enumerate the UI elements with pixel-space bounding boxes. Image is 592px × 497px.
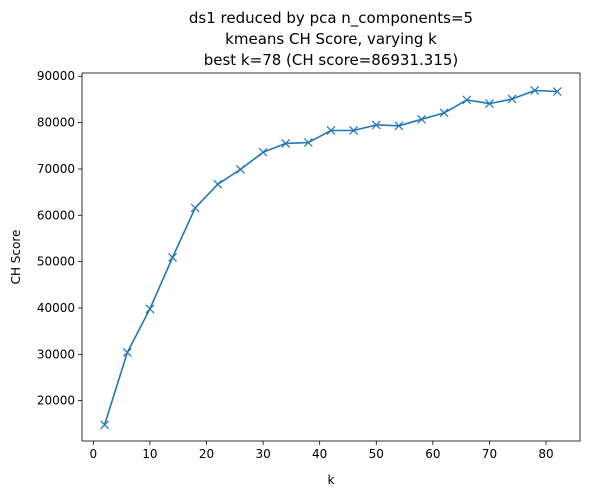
- data-point-marker: [281, 139, 291, 148]
- y-tick-label: 30000: [37, 347, 75, 361]
- x-tick-label: 40: [312, 447, 327, 461]
- x-tick-label: 20: [199, 447, 214, 461]
- data-point-marker: [439, 108, 449, 118]
- data-point-marker: [552, 87, 562, 96]
- x-tick-label: 50: [369, 447, 384, 461]
- y-tick-label: 40000: [37, 301, 75, 315]
- data-point-marker: [485, 99, 494, 109]
- y-tick-label: 90000: [37, 69, 75, 83]
- y-axis-ticks: 20000 30000 40000 50000 60000 70000 80000 90000: [37, 69, 82, 408]
- data-point-marker: [100, 420, 110, 430]
- x-axis-ticks: 0 10 20 30 40 50 60 70 80: [89, 441, 554, 461]
- data-point-marker: [507, 94, 517, 104]
- data-point-marker: [145, 304, 155, 314]
- x-tick-label: 10: [142, 447, 157, 461]
- chart-title: ds1 reduced by pca n_components=5 kmeans…: [189, 9, 473, 69]
- data-point-marker: [417, 114, 426, 124]
- x-axis-label: k: [328, 473, 335, 487]
- data-point-marker: [326, 126, 336, 135]
- data-point-marker: [462, 95, 472, 105]
- data-point-marker: [530, 86, 540, 95]
- chart-title-line-2: kmeans CH Score, varying k: [225, 30, 437, 48]
- y-tick-label: 80000: [37, 116, 75, 130]
- data-point-marker: [236, 164, 245, 174]
- x-tick-label: 60: [425, 447, 440, 461]
- data-point-marker: [168, 253, 177, 262]
- series-layer: [100, 86, 562, 430]
- y-tick-label: 60000: [37, 208, 75, 222]
- data-point-marker: [349, 126, 359, 135]
- chart-title-line-3: best k=78 (CH score=86931.315): [204, 51, 459, 69]
- data-point-marker: [122, 348, 132, 357]
- x-tick-label: 80: [538, 447, 553, 461]
- y-tick-label: 70000: [37, 162, 75, 176]
- data-point-marker: [371, 120, 381, 130]
- y-tick-label: 20000: [37, 394, 75, 408]
- x-tick-label: 0: [89, 447, 97, 461]
- data-point-marker: [213, 179, 223, 189]
- data-point-marker: [190, 203, 200, 213]
- data-point-marker: [303, 138, 313, 147]
- plot-area: [81, 72, 581, 442]
- y-tick-label: 50000: [37, 255, 75, 269]
- chart-title-line-1: ds1 reduced by pca n_components=5: [189, 9, 473, 28]
- x-tick-label: 70: [482, 447, 497, 461]
- x-tick-label: 30: [255, 447, 270, 461]
- y-axis-label: CH Score: [9, 230, 23, 285]
- data-point-marker: [394, 121, 404, 131]
- data-point-marker: [258, 147, 268, 157]
